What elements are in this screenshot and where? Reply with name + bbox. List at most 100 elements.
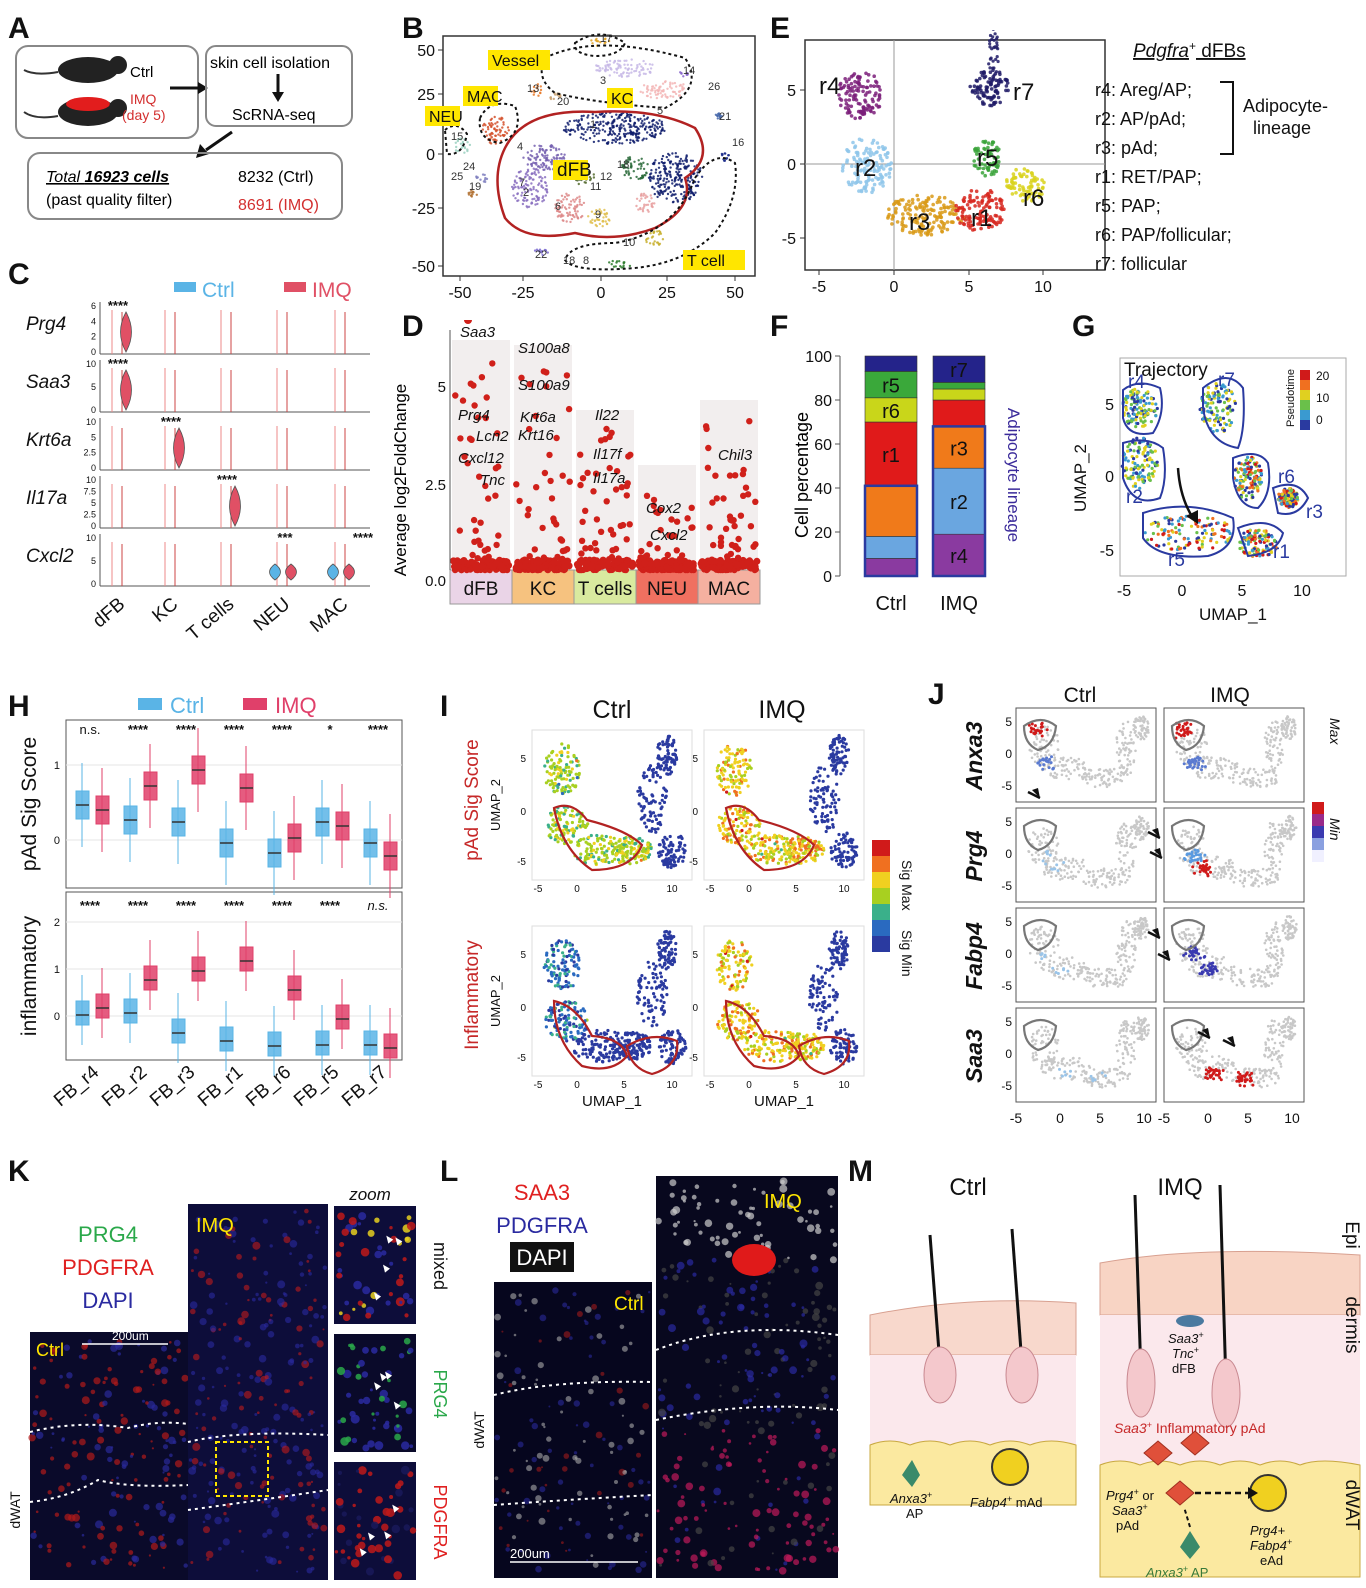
tsne-point [575, 119, 578, 122]
tsne-point [623, 134, 627, 138]
tsne-point [543, 150, 547, 154]
tsne-point [610, 133, 614, 136]
signature-point [628, 862, 632, 866]
tsne-point [599, 120, 602, 124]
signature-point [656, 827, 660, 831]
b-ytick: -50 [412, 259, 435, 276]
signature-point [575, 759, 579, 763]
gene-label-chil3: Chil3 [718, 447, 753, 464]
trajectory-point [1136, 421, 1140, 426]
h-signif-bottom: **** [320, 898, 341, 913]
umap-point [983, 173, 987, 178]
tsne-point [656, 241, 659, 244]
umap-point [858, 102, 862, 106]
tsne-point [546, 167, 549, 170]
trajectory-point [1167, 518, 1171, 523]
trajectory-point [1215, 413, 1219, 417]
trajectory-point [1198, 407, 1202, 412]
tsne-point [587, 171, 590, 174]
signature-point [647, 829, 652, 833]
trajectory-point [1129, 419, 1133, 423]
box-ctrl [267, 1031, 282, 1057]
tsne-point [678, 94, 681, 97]
umap-point [894, 211, 898, 215]
umap-point [992, 102, 996, 106]
signature-point [664, 858, 668, 862]
tsne-point [578, 200, 581, 203]
tsne-point [638, 70, 641, 74]
trajectory-point [1166, 537, 1171, 541]
bar-segment-r1 [864, 421, 918, 487]
signature-point [570, 820, 574, 825]
signature-point [752, 846, 756, 850]
trajectory-point [1241, 491, 1245, 495]
umap-point [974, 164, 978, 168]
h-signif-top: **** [272, 722, 293, 737]
tsne-point [629, 138, 632, 142]
signature-point [647, 818, 651, 822]
trajectory-point [1246, 542, 1250, 546]
trajectory-point [1153, 449, 1157, 453]
gene-point [579, 475, 587, 482]
gene-label-krt6a: Krt6a [26, 430, 71, 451]
tsne-point [602, 124, 605, 128]
c-ytick: 5 [91, 432, 96, 442]
tsne-point [669, 166, 672, 169]
tsne-point [609, 67, 612, 70]
gene-point [717, 538, 725, 546]
cluster-label-r2: r2 [855, 155, 876, 182]
umap-point [966, 223, 971, 228]
umap-point [963, 218, 968, 222]
umap-point [851, 140, 855, 145]
gene-point [533, 558, 541, 566]
umap-point [987, 225, 991, 229]
tsne-point [654, 159, 657, 162]
mouse-ctrl-icon [23, 56, 127, 83]
tsne-point [679, 174, 682, 177]
tsne-point [623, 173, 626, 177]
tsne-point [664, 189, 667, 193]
tsne-point [543, 168, 546, 171]
signature-point [727, 747, 731, 751]
tsne-point [576, 217, 580, 220]
legend-ctrl: Ctrl [202, 279, 235, 302]
tsne-point [694, 191, 697, 194]
tsne-point [545, 158, 549, 162]
g-xtick: 10 [1293, 583, 1311, 600]
trajectory-point [1213, 419, 1217, 423]
signature-point [740, 821, 744, 825]
umap-point [892, 202, 896, 207]
tsne-point [656, 127, 659, 130]
tsne-point [639, 167, 642, 170]
umap-point [863, 161, 867, 165]
trajectory-point [1282, 488, 1286, 493]
tsne-point [532, 185, 535, 189]
tsne-point [618, 113, 621, 117]
tsne-point [569, 203, 573, 206]
trajectory-point [1259, 468, 1263, 473]
gene-point [621, 562, 629, 570]
tsne-point [670, 87, 673, 90]
tsne-point [484, 180, 487, 184]
trajectory-point [1231, 408, 1235, 412]
trajectory-point [1246, 461, 1250, 465]
umap-point [937, 224, 941, 228]
signature-point [561, 829, 565, 833]
umap-point [962, 222, 967, 227]
trajectory-point [1244, 458, 1248, 462]
tsne-point [496, 125, 499, 128]
tsne-point [572, 198, 575, 201]
trajectory-point [1226, 406, 1230, 410]
signature-point [733, 761, 737, 765]
trajectory-point [1130, 396, 1134, 400]
cluster-tag-dfb: dFB [557, 160, 592, 181]
signature-point [602, 858, 606, 862]
umap-point [1036, 183, 1040, 187]
signature-point [788, 860, 792, 864]
c-ytick: 2.5 [83, 448, 96, 458]
umap-point [935, 200, 940, 205]
tsne-point [580, 127, 583, 130]
umap-point [852, 155, 856, 160]
tsne-point [640, 65, 643, 68]
trajectory-point [1257, 464, 1262, 468]
